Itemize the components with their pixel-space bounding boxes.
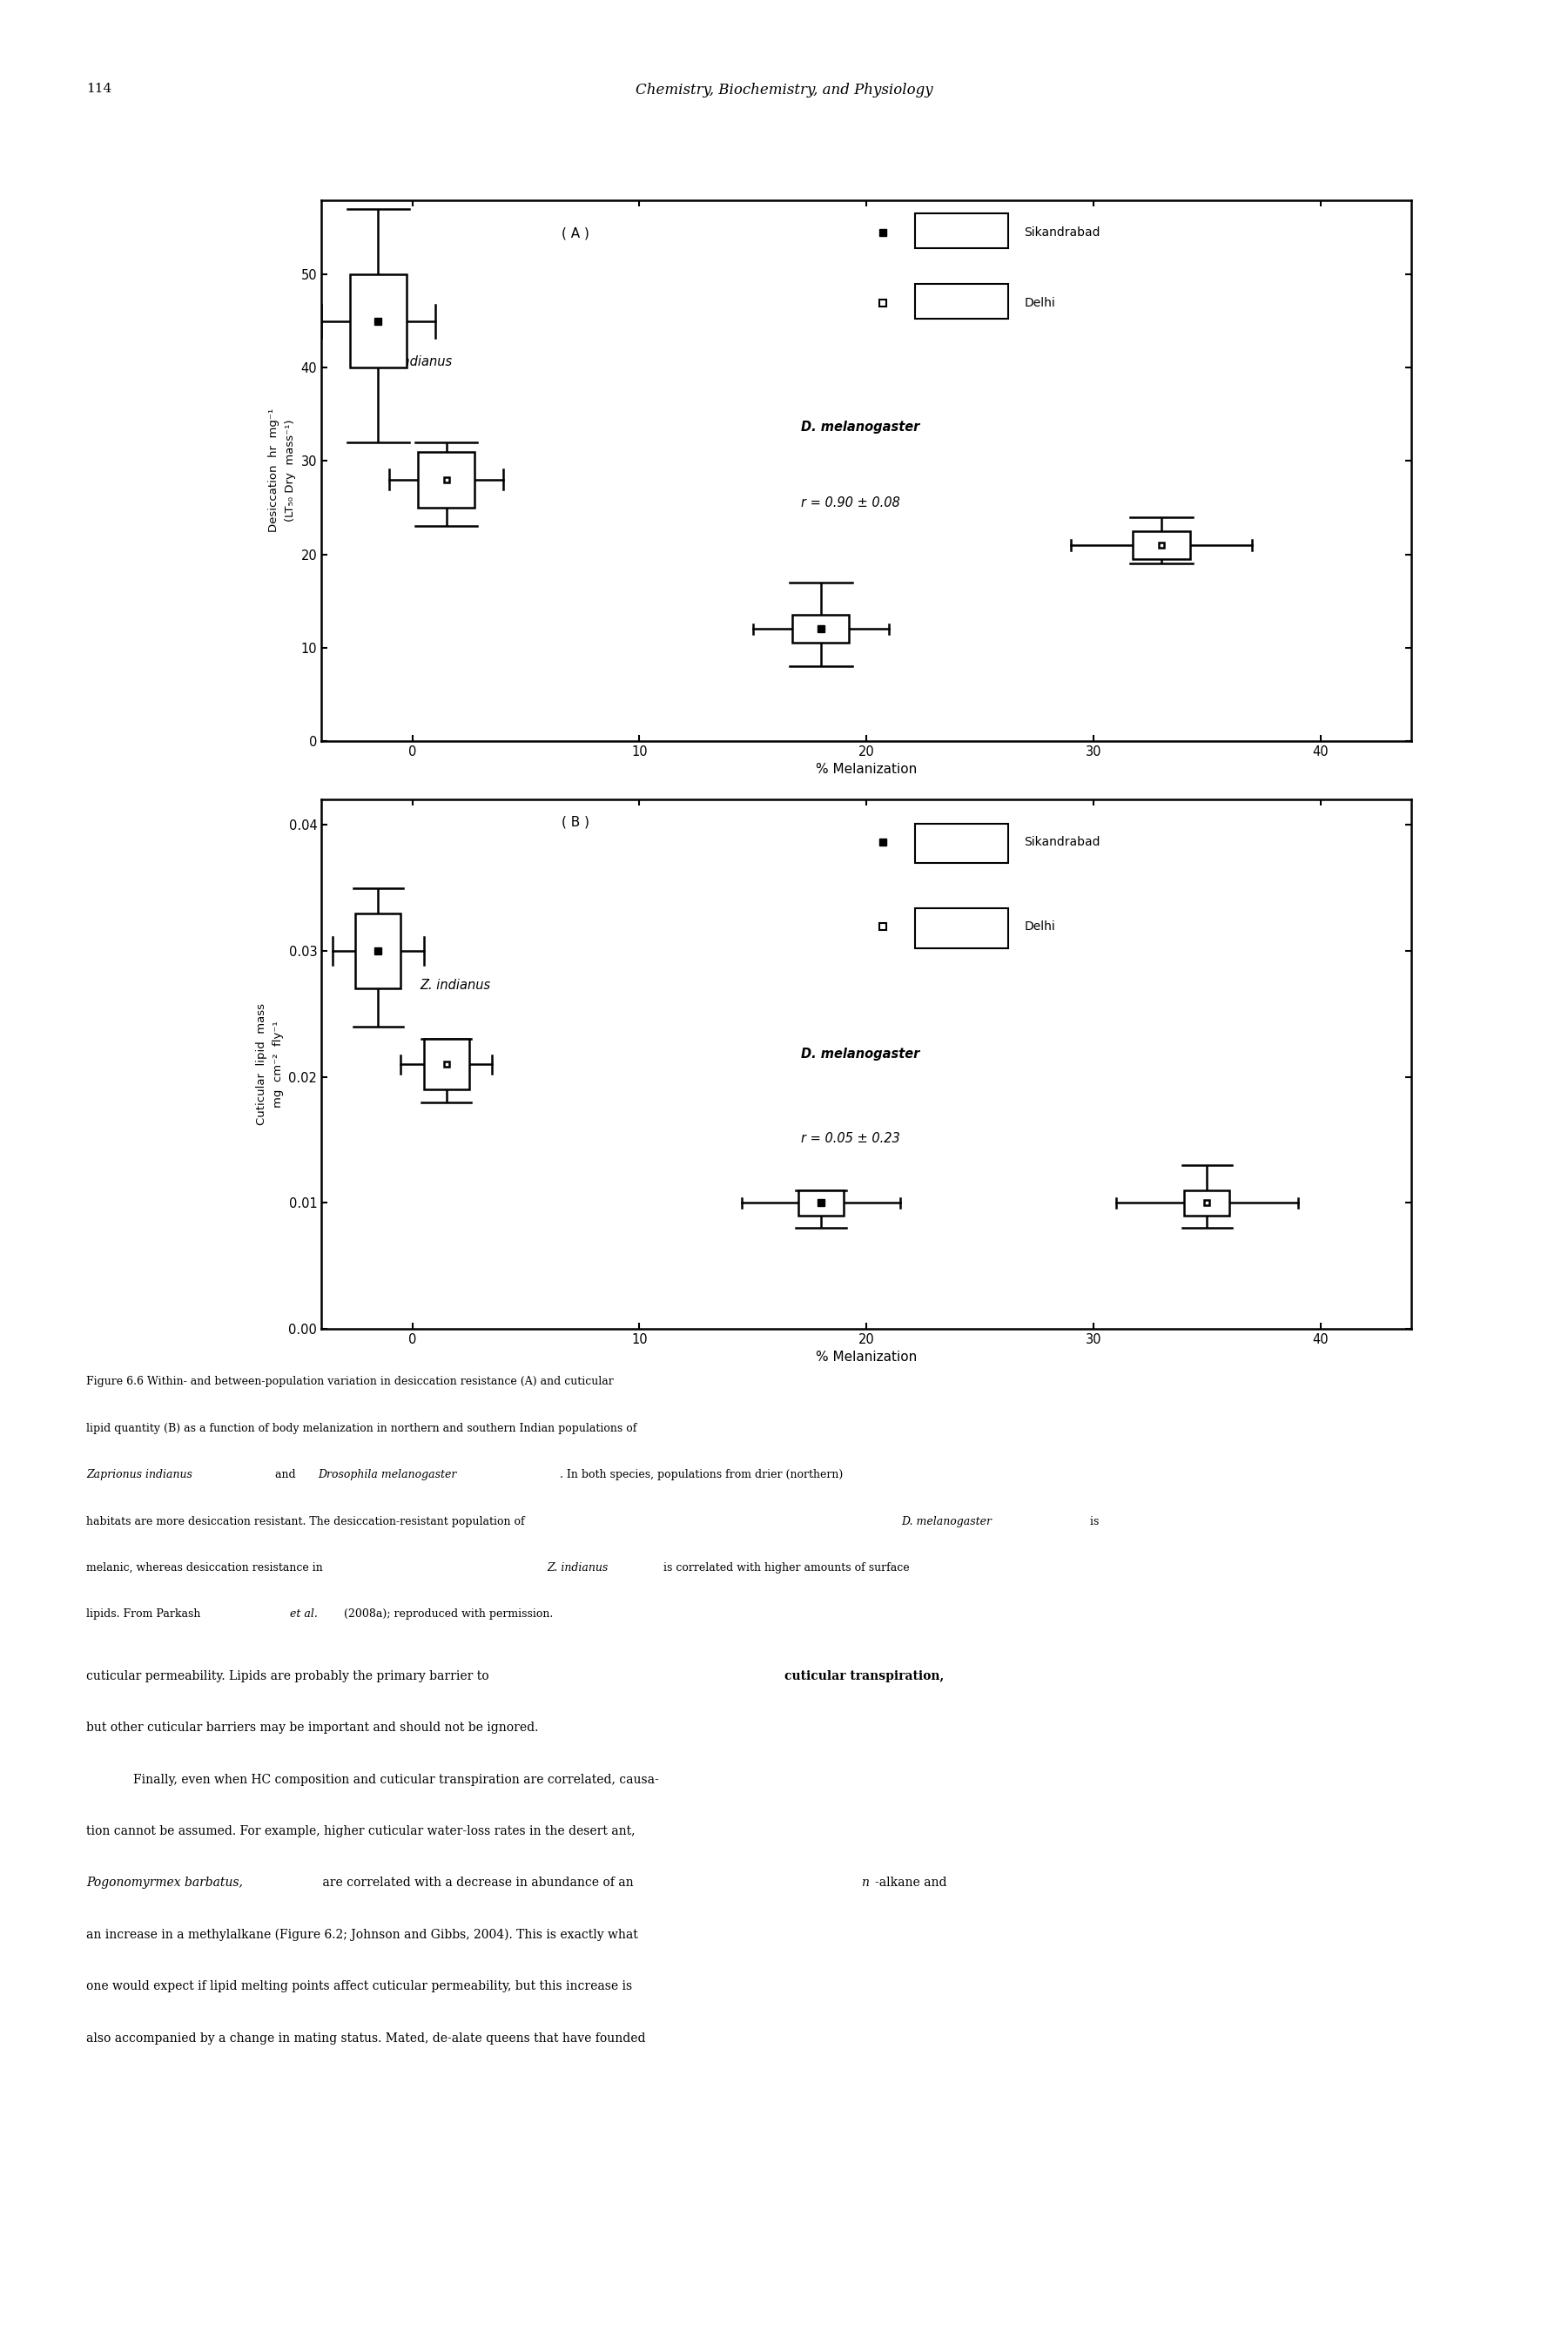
Text: tion cannot be assumed. For example, higher cuticular water-loss rates in the de: tion cannot be assumed. For example, hig…: [86, 1825, 635, 1837]
Text: one would expect if lipid melting points affect cuticular permeability, but this: one would expect if lipid melting points…: [86, 1980, 632, 1992]
Text: lipids. From Parkash: lipids. From Parkash: [86, 1609, 204, 1621]
Text: lipid quantity (B) as a function of body melanization in northern and southern I: lipid quantity (B) as a function of body…: [86, 1423, 637, 1435]
Text: cuticular permeability. Lipids are probably the primary barrier to: cuticular permeability. Lipids are proba…: [86, 1670, 492, 1682]
Text: Delhi: Delhi: [1024, 920, 1055, 934]
Bar: [916, 823, 1008, 863]
Text: D. melanogaster: D. melanogaster: [801, 421, 920, 433]
Text: melanic, whereas desiccation resistance in: melanic, whereas desiccation resistance …: [86, 1562, 326, 1573]
Text: is: is: [1087, 1515, 1099, 1526]
Bar: [916, 285, 1008, 320]
Bar: [419, 452, 475, 508]
Text: D. melanogaster: D. melanogaster: [902, 1515, 993, 1526]
Bar: [350, 275, 406, 367]
Y-axis label: Desiccation  hr  mg⁻¹
(LT₅₀ Dry  mass⁻¹): Desiccation hr mg⁻¹ (LT₅₀ Dry mass⁻¹): [268, 409, 296, 532]
Text: but other cuticular barriers may be important and should not be ignored.: but other cuticular barriers may be impo…: [86, 1722, 538, 1733]
Text: Zaprionus indianus: Zaprionus indianus: [86, 1470, 193, 1479]
Text: Finally, even when HC composition and cuticular transpiration are correlated, ca: Finally, even when HC composition and cu…: [133, 1773, 659, 1785]
Text: Drosophila melanogaster: Drosophila melanogaster: [318, 1470, 456, 1479]
Bar: [356, 913, 401, 988]
Bar: [792, 614, 850, 642]
Text: n: n: [861, 1877, 869, 1889]
Text: Sikandrabad: Sikandrabad: [1024, 835, 1101, 849]
Bar: [798, 1190, 844, 1216]
Text: is correlated with higher amounts of surface: is correlated with higher amounts of sur…: [660, 1562, 909, 1573]
Text: an increase in a methylalkane (Figure 6.2; Johnson and Gibbs, 2004). This is exa: an increase in a methylalkane (Figure 6.…: [86, 1929, 638, 1940]
Text: habitats are more desiccation resistant. The desiccation-resistant population of: habitats are more desiccation resistant.…: [86, 1515, 528, 1526]
Text: Sikandrabad: Sikandrabad: [1024, 226, 1101, 238]
Text: Delhi: Delhi: [1024, 296, 1055, 308]
Text: Pogonomyrmex barbatus,: Pogonomyrmex barbatus,: [86, 1877, 243, 1889]
Y-axis label: Cuticular  lipid  mass
mg  cm⁻²  fly⁻¹: Cuticular lipid mass mg cm⁻² fly⁻¹: [256, 1004, 284, 1124]
Text: (2008a); reproduced with permission.: (2008a); reproduced with permission.: [340, 1609, 554, 1621]
Text: -alkane and: -alkane and: [875, 1877, 947, 1889]
Bar: [916, 214, 1008, 249]
Text: and: and: [271, 1470, 299, 1479]
X-axis label: % Melanization: % Melanization: [815, 762, 917, 776]
Text: et al.: et al.: [290, 1609, 318, 1621]
Text: D. melanogaster: D. melanogaster: [801, 1047, 920, 1061]
X-axis label: % Melanization: % Melanization: [815, 1350, 917, 1364]
Text: cuticular transpiration,: cuticular transpiration,: [784, 1670, 944, 1682]
Text: Figure 6.6 Within- and between-population variation in desiccation resistance (A: Figure 6.6 Within- and between-populatio…: [86, 1376, 613, 1388]
Text: 114: 114: [86, 82, 111, 94]
Text: ( A ): ( A ): [561, 226, 590, 240]
Text: Chemistry, Biochemistry, and Physiology: Chemistry, Biochemistry, and Physiology: [635, 82, 933, 96]
Text: ( B ): ( B ): [561, 816, 590, 828]
Text: also accompanied by a change in mating status. Mated, de-alate queens that have : also accompanied by a change in mating s…: [86, 2032, 646, 2044]
Text: r = 0.05 ± 0.23: r = 0.05 ± 0.23: [801, 1131, 900, 1145]
Text: Z. indianus: Z. indianus: [420, 978, 491, 993]
Bar: [916, 908, 1008, 948]
Text: r = 0.90 ± 0.08: r = 0.90 ± 0.08: [801, 496, 900, 510]
Bar: [1184, 1190, 1229, 1216]
Text: are correlated with a decrease in abundance of an: are correlated with a decrease in abunda…: [318, 1877, 637, 1889]
Bar: [423, 1040, 469, 1089]
Bar: [1134, 532, 1190, 560]
Text: Z. indianus: Z. indianus: [547, 1562, 608, 1573]
Text: . In both species, populations from drier (northern): . In both species, populations from drie…: [560, 1470, 844, 1479]
Text: Z. indianus: Z. indianus: [381, 355, 452, 369]
